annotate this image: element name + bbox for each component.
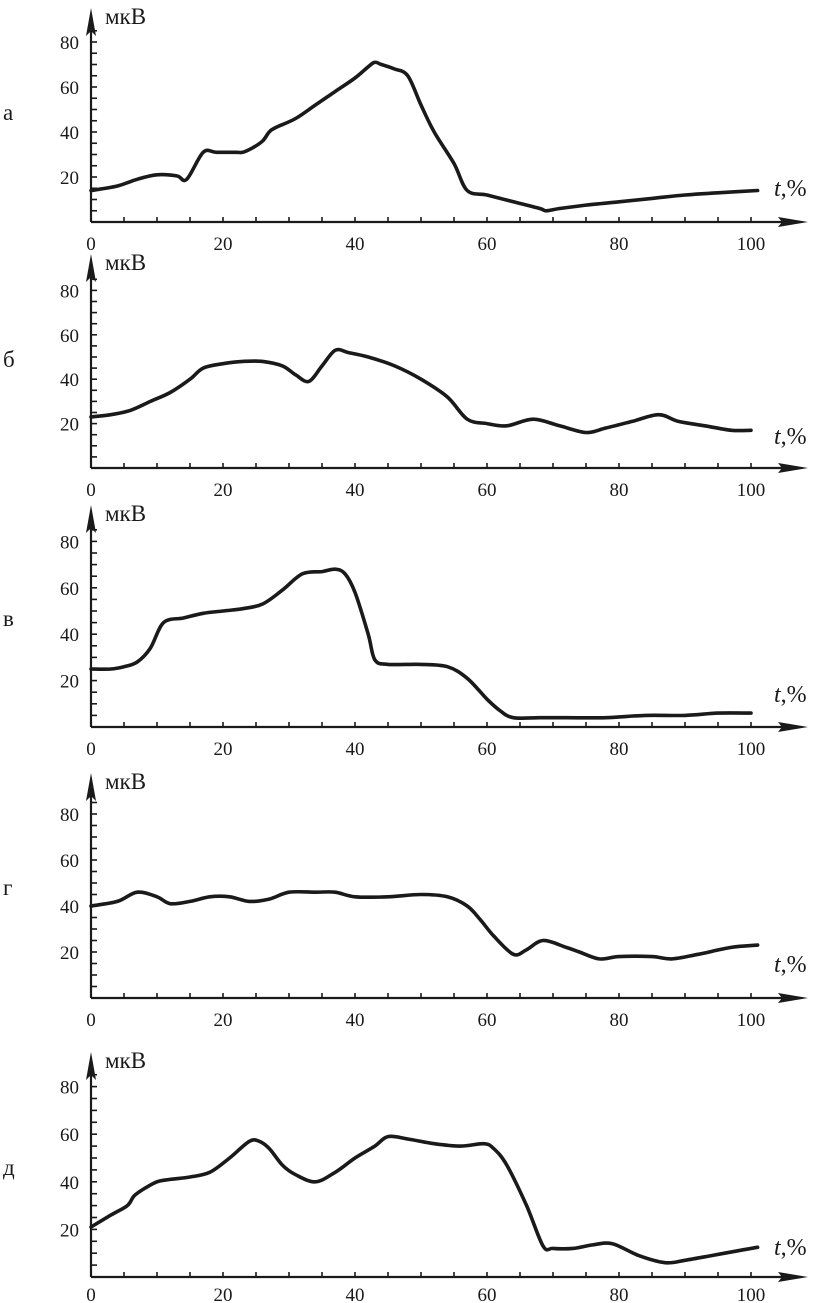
x-tick-label: 60 (478, 234, 497, 255)
x-axis-unit: ,% (781, 682, 807, 708)
y-axis-arrow-icon (86, 773, 96, 801)
y-tick-label: 40 (60, 897, 79, 918)
x-tick-label: 0 (86, 480, 96, 501)
y-tick-label: 20 (60, 415, 79, 436)
x-axis-arrow-icon (778, 1272, 808, 1282)
series-line (89, 889, 760, 961)
y-tick-label: 80 (60, 281, 79, 302)
y-axis-unit-label: мкВ (105, 250, 146, 275)
y-tick-label: 60 (60, 326, 79, 347)
y-tick-label: 40 (60, 625, 79, 646)
x-tick-label: 0 (86, 1285, 96, 1303)
series-line (89, 567, 753, 721)
y-axis-arrow-icon (86, 254, 96, 282)
x-tick-label: 40 (346, 1285, 365, 1303)
x-tick-label: 0 (86, 1010, 96, 1031)
series-line (89, 60, 760, 213)
x-axis-variable: t (774, 682, 782, 708)
x-axis-unit-label: t,% (774, 424, 807, 450)
y-tick-label: 60 (60, 579, 79, 600)
x-axis-unit-label: t,% (774, 682, 807, 708)
x-tick-label: 100 (737, 1285, 766, 1303)
series-line (89, 347, 753, 435)
y-axis-unit-label: мкВ (105, 501, 146, 526)
x-axis-unit: ,% (781, 176, 807, 202)
x-axis-arrow-icon (778, 217, 808, 227)
x-axis-variable: t (774, 424, 782, 450)
panel-label: в (3, 606, 14, 631)
x-tick-label: 20 (214, 1010, 233, 1031)
y-axis-unit-label: мкВ (105, 4, 146, 29)
x-tick-label: 40 (346, 1010, 365, 1031)
x-tick-label: 40 (346, 739, 365, 760)
x-tick-label: 40 (346, 480, 365, 501)
x-tick-label: 60 (478, 739, 497, 760)
x-tick-label: 40 (346, 234, 365, 255)
x-axis-unit: ,% (781, 952, 807, 978)
panel-label: г (3, 875, 12, 900)
y-tick-label: 80 (60, 1078, 79, 1099)
x-axis-unit-label: t,% (774, 952, 807, 978)
x-tick-label: 80 (610, 234, 629, 255)
panel-label: б (3, 347, 15, 372)
y-tick-label: 20 (60, 672, 79, 693)
x-tick-label: 80 (610, 1010, 629, 1031)
x-axis-unit-label: t,% (774, 176, 807, 202)
x-tick-label: 80 (610, 1285, 629, 1303)
x-axis-arrow-icon (778, 463, 808, 473)
y-axis-arrow-icon (86, 1052, 96, 1080)
chart-panel-2: 0 20 40 60 80 100 20 40 60 80 мкВ б t,% (3, 250, 808, 501)
x-axis-variable: t (774, 952, 782, 978)
y-tick-label: 20 (60, 1220, 79, 1241)
x-tick-label: 80 (610, 739, 629, 760)
y-axis-unit-label: мкВ (105, 769, 146, 794)
x-tick-label: 20 (214, 234, 233, 255)
chart-panel-3: 0 20 40 60 80 100 20 40 60 80 мкВ в t,% (3, 501, 808, 760)
x-tick-label: 60 (478, 1285, 497, 1303)
x-tick-label: 20 (214, 739, 233, 760)
y-tick-label: 40 (60, 123, 79, 144)
y-tick-label: 20 (60, 168, 79, 189)
x-tick-label: 0 (86, 234, 96, 255)
panel-label: а (3, 100, 13, 125)
y-axis-unit-label: мкВ (105, 1048, 146, 1073)
x-tick-label: 100 (737, 1010, 766, 1031)
y-tick-label: 60 (60, 851, 79, 872)
x-axis-variable: t (774, 1235, 782, 1261)
y-axis-arrow-icon (86, 8, 96, 36)
x-tick-label: 60 (478, 480, 497, 501)
y-tick-label: 60 (60, 78, 79, 99)
x-axis-unit: ,% (781, 1235, 807, 1261)
x-tick-label: 60 (478, 1010, 497, 1031)
x-axis-unit: ,% (781, 424, 807, 450)
series-line (89, 1134, 760, 1265)
x-tick-label: 100 (737, 480, 766, 501)
y-tick-label: 40 (60, 370, 79, 391)
chart-panel-5: 0 20 40 60 80 100 20 40 60 80 мкВ д t,% (3, 1048, 808, 1303)
y-tick-label: 80 (60, 805, 79, 826)
x-tick-label: 20 (214, 480, 233, 501)
panel-label: д (3, 1155, 15, 1180)
chart-panel-1: 0 20 40 60 80 100 20 40 60 80 мкВ а t,% (3, 4, 808, 255)
y-tick-label: 80 (60, 33, 79, 54)
x-axis-unit-label: t,% (774, 1235, 807, 1261)
y-tick-label: 60 (60, 1125, 79, 1146)
x-tick-label: 20 (214, 1285, 233, 1303)
x-tick-label: 100 (737, 234, 766, 255)
x-tick-label: 100 (737, 739, 766, 760)
x-axis-arrow-icon (778, 722, 808, 732)
x-tick-label: 0 (86, 739, 96, 760)
y-tick-label: 80 (60, 532, 79, 553)
x-tick-label: 80 (610, 480, 629, 501)
y-axis-arrow-icon (86, 505, 96, 533)
x-axis-arrow-icon (778, 993, 808, 1003)
chart-panel-4: 0 20 40 60 80 100 20 40 60 80 мкВ г t,% (3, 769, 808, 1031)
y-tick-label: 20 (60, 943, 79, 964)
y-tick-label: 40 (60, 1173, 79, 1194)
x-axis-variable: t (774, 176, 782, 202)
